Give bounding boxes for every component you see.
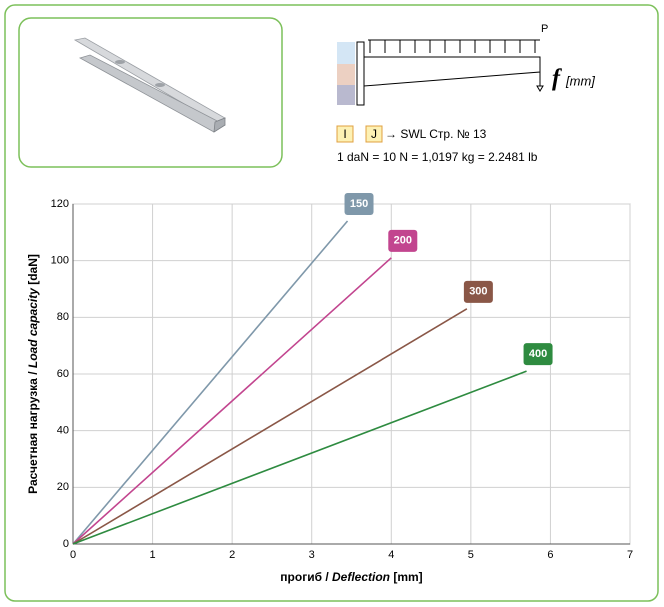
legend-j: J <box>371 127 377 141</box>
x-tick-label: 1 <box>150 549 156 561</box>
x-tick-label: 7 <box>627 549 633 561</box>
x-tick-label: 6 <box>547 549 553 561</box>
series-tag-box <box>463 280 493 303</box>
y-tick-label: 80 <box>57 311 69 323</box>
x-axis-title-part: прогиб / <box>280 570 332 584</box>
load-label: P <box>541 23 548 35</box>
x-axis-title: прогиб / Deflection [mm] <box>280 570 422 584</box>
series-line <box>72 308 468 545</box>
series-tag-box <box>388 229 418 252</box>
legend-i-box <box>336 125 354 143</box>
series-line <box>72 220 349 545</box>
rail-image <box>73 37 226 133</box>
legend-ref: → SWL Стр. № 13 <box>385 127 487 141</box>
series-tag: 400 <box>529 348 547 360</box>
series-line <box>72 257 392 545</box>
y-axis-title-part: [daN] <box>26 254 40 288</box>
deflection-unit: [mm] <box>565 73 595 88</box>
y-tick-label: 0 <box>63 538 69 550</box>
series-tag: 150 <box>350 198 368 210</box>
series-tag: 300 <box>469 286 487 298</box>
x-tick-label: 0 <box>70 549 76 561</box>
y-tick-label: 60 <box>57 368 69 380</box>
y-tick-label: 20 <box>57 481 69 493</box>
y-axis-title: Расчетная нагрузка / Load capacity [daN] <box>26 254 40 494</box>
series-tag-box <box>523 343 553 366</box>
x-tick-label: 3 <box>309 549 315 561</box>
y-tick-label: 40 <box>57 425 69 437</box>
x-tick-label: 4 <box>388 549 394 561</box>
deflection-symbol: f <box>552 66 562 92</box>
series-tag-box <box>344 193 374 215</box>
series-line <box>72 370 527 545</box>
conversion: 1 daN = 10 N = 1,0197 kg = 2.2481 lb <box>337 150 538 164</box>
beam-diagram <box>337 39 544 106</box>
x-tick-label: 5 <box>468 549 474 561</box>
legend-i: I <box>343 127 346 141</box>
y-axis-title-part: Load capacity <box>26 287 40 368</box>
series-tag: 200 <box>394 235 412 247</box>
chart: 0 1 2 3 4 5 6 7 0 20 40 60 80 100 120 прогиб / Deflecti… <box>26 193 633 584</box>
y-tick-label: 120 <box>51 198 69 210</box>
legend-j-box <box>365 125 383 143</box>
x-axis-title-part: Deflection <box>332 570 390 584</box>
x-axis-title-part: [mm] <box>390 570 423 584</box>
y-axis-title-part: Расчетная нагрузка / <box>26 368 40 494</box>
x-tick-label: 2 <box>229 549 235 561</box>
y-tick-label: 100 <box>51 255 69 267</box>
